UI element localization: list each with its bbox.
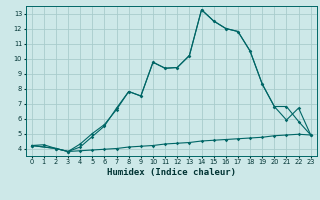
X-axis label: Humidex (Indice chaleur): Humidex (Indice chaleur) [107,168,236,177]
